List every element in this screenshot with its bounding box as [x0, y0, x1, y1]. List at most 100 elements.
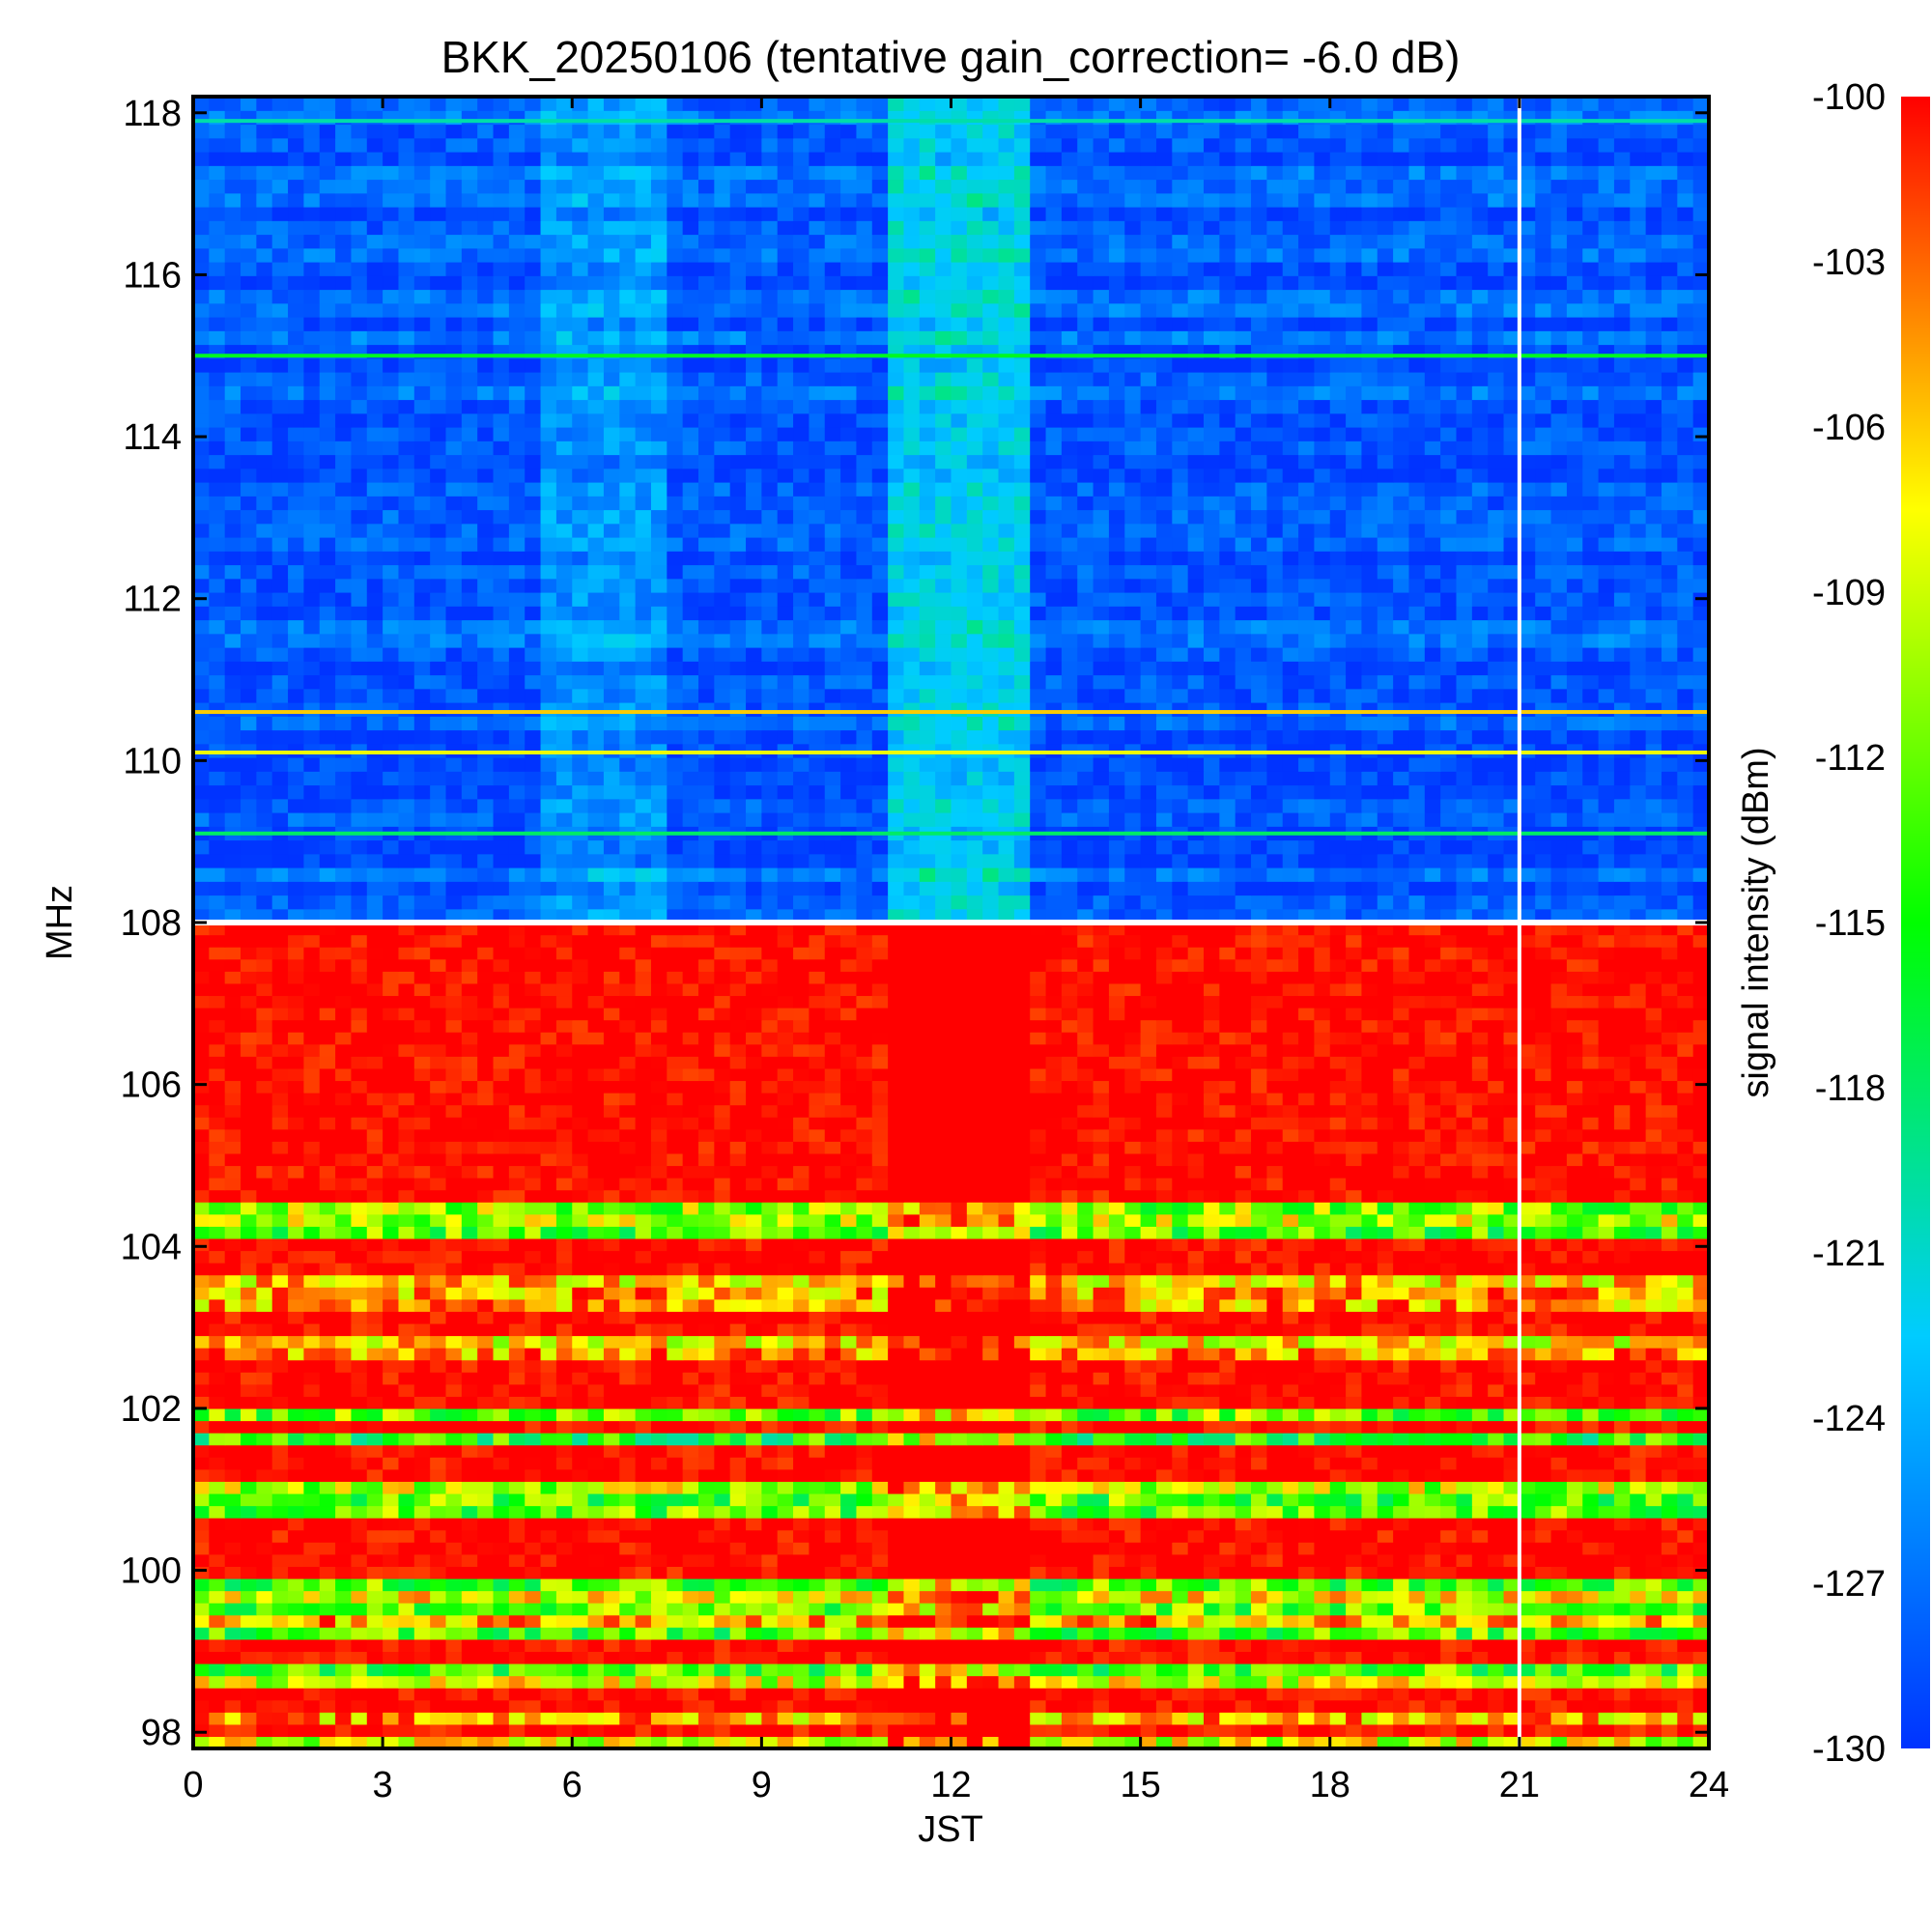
heatmap-cell	[525, 427, 542, 441]
heatmap-cell	[241, 275, 257, 291]
heatmap-cell	[1298, 496, 1316, 511]
heatmap-cell	[809, 440, 826, 456]
heatmap-cell	[1124, 674, 1142, 690]
heatmap-cell	[1013, 716, 1031, 731]
heatmap-cell	[1488, 716, 1505, 731]
heatmap-cell	[777, 729, 794, 745]
heatmap-cell	[603, 688, 620, 703]
heatmap-cell	[603, 207, 620, 221]
heatmap-cell	[1346, 302, 1363, 318]
heatmap-cell	[650, 812, 668, 827]
heatmap-cell	[1077, 385, 1094, 401]
heatmap-cell	[888, 908, 905, 923]
heatmap-cell	[761, 564, 779, 580]
heatmap-cell	[1582, 454, 1600, 469]
heatmap-cell	[919, 578, 936, 593]
heatmap-cell	[888, 247, 905, 263]
heatmap-cell	[1314, 592, 1331, 607]
heatmap-cell	[1155, 509, 1173, 525]
heatmap-cell	[319, 867, 336, 882]
heatmap-cell	[1424, 496, 1441, 511]
heatmap-cell	[761, 275, 779, 291]
heatmap-cell	[966, 523, 983, 538]
heatmap-cell	[650, 771, 668, 786]
heatmap-cell	[1155, 330, 1173, 346]
heatmap-cell	[303, 302, 321, 318]
heatmap-cell	[998, 372, 1015, 386]
heatmap-cell	[351, 798, 368, 813]
heatmap-cell	[1077, 771, 1094, 786]
heatmap-cell	[966, 412, 983, 428]
heatmap-cell	[1219, 523, 1236, 538]
heatmap-cell	[193, 853, 210, 868]
heatmap-cell	[1408, 302, 1426, 318]
heatmap-cell	[587, 908, 605, 923]
heatmap-cell	[1408, 207, 1426, 221]
heatmap-cell	[430, 757, 447, 772]
heatmap-cell	[729, 578, 747, 593]
heatmap-cell	[951, 729, 968, 745]
heatmap-cell	[1582, 702, 1600, 717]
heatmap-cell	[241, 839, 257, 855]
heatmap-cell	[1329, 262, 1347, 276]
heatmap-cell	[1661, 234, 1678, 249]
heatmap-cell	[1093, 867, 1110, 882]
heatmap-cell	[619, 427, 637, 441]
heatmap-cell	[1030, 302, 1047, 318]
heatmap-cell	[714, 564, 731, 580]
heatmap-cell	[1377, 330, 1394, 346]
heatmap-cell	[1661, 839, 1678, 855]
heatmap-cell	[1361, 606, 1378, 621]
heatmap-cell	[903, 454, 921, 469]
heatmap-cell	[1124, 716, 1142, 731]
heatmap-cell	[445, 771, 463, 786]
heatmap-cell	[698, 592, 715, 607]
heatmap-cell	[525, 867, 542, 882]
heatmap-cell	[224, 771, 242, 786]
heatmap-cell	[1661, 688, 1678, 703]
heatmap-cell	[587, 633, 605, 648]
heatmap-cell	[493, 853, 510, 868]
heatmap-cell	[587, 247, 605, 263]
heatmap-cell	[1187, 771, 1205, 786]
heatmap-cell	[1298, 702, 1316, 717]
heatmap-cell	[1630, 207, 1647, 221]
heatmap-cell	[982, 592, 1000, 607]
heatmap-cell	[856, 895, 873, 910]
heatmap-cell	[982, 881, 1000, 896]
heatmap-cell	[383, 509, 400, 525]
heatmap-cell	[1187, 496, 1205, 511]
heatmap-cell	[667, 551, 684, 566]
heatmap-cell	[1661, 592, 1678, 607]
heatmap-cell	[903, 357, 921, 373]
heatmap-cell	[398, 812, 415, 827]
heatmap-cell	[714, 757, 731, 772]
heatmap-cell	[1204, 729, 1220, 745]
heatmap-cell	[430, 839, 447, 855]
heatmap-cell	[935, 234, 952, 249]
heatmap-cell	[555, 881, 573, 896]
heatmap-cell	[1519, 647, 1536, 662]
heatmap-cell	[572, 220, 589, 236]
heatmap-cell	[1582, 523, 1600, 538]
heatmap-cell	[413, 688, 431, 703]
heatmap-cell	[1108, 619, 1125, 635]
heatmap-cell	[1108, 220, 1125, 236]
heatmap-cell	[1424, 798, 1441, 813]
heatmap-cell	[888, 385, 905, 401]
heatmap-cell	[682, 578, 699, 593]
heatmap-cell	[461, 812, 478, 827]
heatmap-cell	[445, 661, 463, 676]
heatmap-cell	[383, 729, 400, 745]
heatmap-cell	[1550, 468, 1568, 483]
heatmap-cell	[430, 247, 447, 263]
heatmap-cell	[1519, 688, 1536, 703]
heatmap-cell	[1677, 895, 1694, 910]
heatmap-cell	[193, 192, 210, 208]
heatmap-cell	[271, 468, 289, 483]
heatmap-cell	[746, 881, 762, 896]
heatmap-cell	[714, 633, 731, 648]
heatmap-cell	[746, 716, 762, 731]
heatmap-cell	[1172, 399, 1189, 414]
heatmap-cell	[1456, 716, 1473, 731]
